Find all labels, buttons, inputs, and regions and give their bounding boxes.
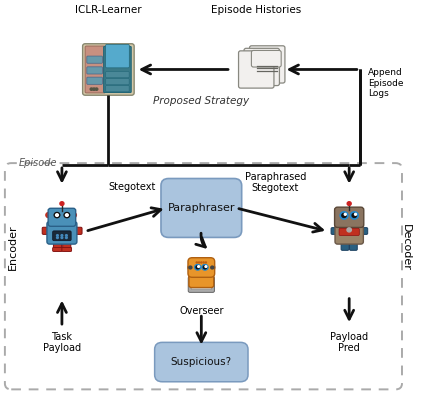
Circle shape [210, 265, 215, 270]
FancyBboxPatch shape [350, 240, 357, 250]
FancyBboxPatch shape [339, 228, 359, 236]
Circle shape [189, 266, 192, 269]
Circle shape [354, 213, 357, 215]
Text: Decoder: Decoder [401, 224, 411, 270]
Circle shape [56, 237, 58, 238]
Circle shape [205, 266, 207, 267]
Circle shape [350, 212, 358, 219]
FancyBboxPatch shape [42, 227, 51, 234]
Circle shape [344, 213, 346, 215]
Circle shape [195, 264, 201, 270]
Circle shape [196, 262, 197, 263]
Circle shape [65, 214, 68, 217]
Text: Encoder: Encoder [8, 224, 18, 270]
FancyBboxPatch shape [188, 258, 215, 277]
FancyBboxPatch shape [360, 228, 368, 234]
Text: Paraphrased
Stegotext: Paraphrased Stegotext [244, 172, 306, 193]
FancyBboxPatch shape [106, 78, 129, 85]
FancyBboxPatch shape [104, 47, 131, 92]
FancyBboxPatch shape [335, 223, 363, 244]
FancyBboxPatch shape [87, 67, 102, 74]
FancyBboxPatch shape [106, 45, 129, 68]
Circle shape [203, 262, 204, 263]
FancyBboxPatch shape [238, 51, 274, 88]
FancyBboxPatch shape [73, 227, 82, 234]
FancyBboxPatch shape [53, 248, 62, 252]
FancyBboxPatch shape [87, 77, 102, 84]
FancyBboxPatch shape [188, 277, 214, 293]
Circle shape [46, 213, 51, 218]
FancyBboxPatch shape [155, 342, 248, 382]
FancyBboxPatch shape [250, 46, 285, 83]
FancyBboxPatch shape [161, 179, 242, 238]
FancyBboxPatch shape [335, 207, 364, 227]
FancyBboxPatch shape [48, 208, 76, 226]
Text: Task
Payload: Task Payload [43, 332, 81, 353]
Circle shape [71, 213, 76, 218]
FancyBboxPatch shape [106, 86, 129, 92]
Text: Episode Histories: Episode Histories [211, 5, 301, 15]
FancyBboxPatch shape [191, 279, 211, 290]
Circle shape [211, 266, 214, 269]
FancyBboxPatch shape [244, 48, 279, 86]
Circle shape [54, 213, 60, 218]
Circle shape [198, 266, 199, 267]
Text: ICLR-Learner: ICLR-Learner [75, 5, 142, 15]
Circle shape [203, 266, 207, 269]
Circle shape [188, 265, 193, 270]
Text: Proposed Strategy: Proposed Strategy [153, 96, 250, 106]
Text: Stegotext: Stegotext [108, 181, 155, 191]
Circle shape [90, 88, 93, 90]
Text: Append
Episode
Logs: Append Episode Logs [368, 68, 404, 98]
Circle shape [95, 88, 98, 90]
FancyBboxPatch shape [331, 228, 339, 234]
Circle shape [93, 88, 95, 90]
Circle shape [347, 228, 351, 232]
Circle shape [342, 213, 346, 217]
Text: Paraphraser: Paraphraser [168, 203, 235, 213]
Circle shape [201, 262, 202, 263]
Text: Overseer: Overseer [179, 306, 223, 316]
Text: Episode: Episode [19, 158, 57, 168]
Circle shape [347, 202, 351, 205]
Circle shape [61, 235, 63, 236]
FancyBboxPatch shape [251, 51, 281, 67]
FancyBboxPatch shape [54, 240, 62, 251]
Circle shape [340, 212, 348, 219]
FancyBboxPatch shape [53, 231, 71, 241]
FancyBboxPatch shape [83, 44, 134, 95]
Circle shape [64, 213, 70, 218]
FancyBboxPatch shape [85, 46, 105, 93]
Circle shape [56, 214, 58, 217]
FancyBboxPatch shape [87, 56, 102, 63]
FancyBboxPatch shape [106, 72, 129, 78]
Circle shape [60, 202, 64, 205]
FancyBboxPatch shape [47, 222, 77, 244]
Circle shape [65, 237, 67, 238]
Circle shape [56, 235, 58, 236]
Circle shape [65, 235, 67, 236]
FancyBboxPatch shape [62, 240, 71, 251]
Circle shape [352, 213, 357, 217]
Circle shape [202, 264, 208, 270]
Text: Payload
Pred: Payload Pred [330, 332, 368, 353]
Text: Suspicious?: Suspicious? [171, 357, 232, 367]
FancyBboxPatch shape [189, 271, 214, 287]
FancyBboxPatch shape [62, 248, 71, 252]
Circle shape [205, 262, 206, 263]
Circle shape [61, 237, 63, 238]
FancyBboxPatch shape [341, 240, 349, 250]
Circle shape [196, 266, 199, 269]
